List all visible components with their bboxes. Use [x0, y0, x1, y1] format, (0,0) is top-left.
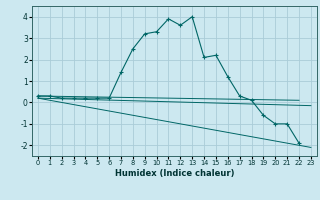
- X-axis label: Humidex (Indice chaleur): Humidex (Indice chaleur): [115, 169, 234, 178]
